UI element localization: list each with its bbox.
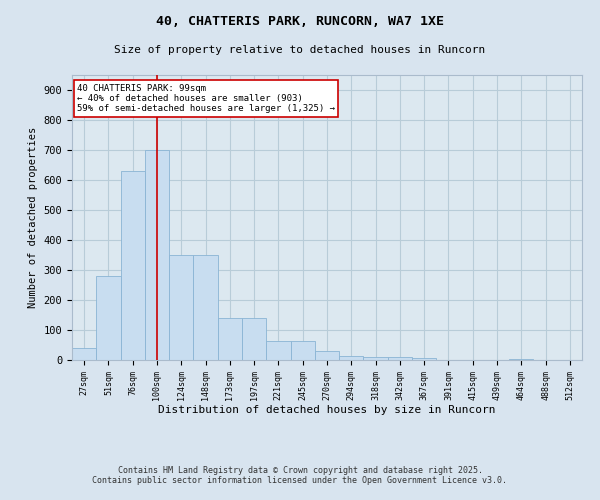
Bar	[315, 351, 339, 360]
Bar	[364, 357, 388, 360]
Bar	[339, 356, 364, 360]
Bar	[193, 255, 218, 360]
Bar	[218, 318, 242, 360]
Bar	[145, 150, 169, 360]
Bar	[169, 255, 193, 360]
Bar	[96, 276, 121, 360]
Bar	[412, 358, 436, 360]
Bar	[72, 348, 96, 360]
Bar	[121, 171, 145, 360]
Text: Size of property relative to detached houses in Runcorn: Size of property relative to detached ho…	[115, 45, 485, 55]
Text: Contains HM Land Registry data © Crown copyright and database right 2025.
Contai: Contains HM Land Registry data © Crown c…	[92, 466, 508, 485]
Bar	[242, 318, 266, 360]
Text: 40, CHATTERIS PARK, RUNCORN, WA7 1XE: 40, CHATTERIS PARK, RUNCORN, WA7 1XE	[156, 15, 444, 28]
X-axis label: Distribution of detached houses by size in Runcorn: Distribution of detached houses by size …	[158, 406, 496, 415]
Y-axis label: Number of detached properties: Number of detached properties	[28, 127, 38, 308]
Text: 40 CHATTERIS PARK: 99sqm
← 40% of detached houses are smaller (903)
59% of semi-: 40 CHATTERIS PARK: 99sqm ← 40% of detach…	[77, 84, 335, 114]
Bar	[290, 340, 315, 360]
Bar	[388, 357, 412, 360]
Bar	[266, 340, 290, 360]
Bar	[509, 358, 533, 360]
